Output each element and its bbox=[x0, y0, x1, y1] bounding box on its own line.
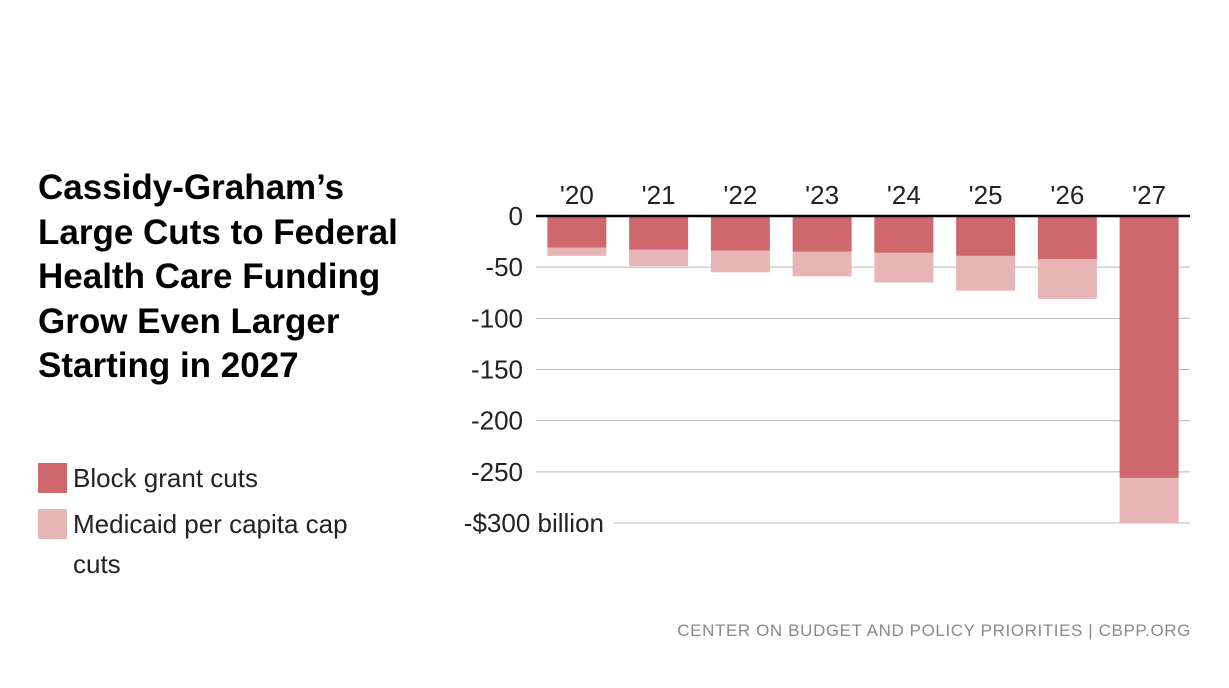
x-tick-label: '22 bbox=[723, 180, 757, 210]
bar-medicaid bbox=[874, 252, 934, 283]
bar-block-grant bbox=[1119, 216, 1179, 478]
x-tick-label: '25 bbox=[969, 180, 1003, 210]
y-tick-label: -50 bbox=[485, 252, 523, 282]
source-credit: CENTER ON BUDGET AND POLICY PRIORITIES |… bbox=[677, 621, 1191, 640]
x-tick-label: '26 bbox=[1050, 180, 1084, 210]
y-tick-label: -250 bbox=[471, 457, 523, 487]
bar-medicaid bbox=[710, 250, 770, 273]
bar-block-grant bbox=[1037, 216, 1097, 259]
legend-swatch-block-grant bbox=[38, 463, 67, 493]
legend-label-medicaid: Medicaid per capita cap cuts bbox=[73, 509, 348, 579]
bar-medicaid bbox=[956, 255, 1016, 291]
x-tick-label: '21 bbox=[642, 180, 676, 210]
chart-title: Cassidy-Graham’s Large Cuts to Federal H… bbox=[38, 168, 398, 385]
bar-block-grant bbox=[874, 216, 934, 253]
bar-block-grant bbox=[956, 216, 1016, 256]
y-tick-label: -150 bbox=[471, 355, 523, 385]
legend-label-block-grant: Block grant cuts bbox=[73, 463, 258, 493]
bar-block-grant bbox=[710, 216, 770, 251]
legend-item-block-grant: Block grant cuts bbox=[38, 463, 353, 498]
legend-swatch-medicaid bbox=[38, 509, 67, 539]
bar-medicaid bbox=[629, 249, 689, 267]
y-tick-label: 0 bbox=[509, 201, 523, 231]
bar-medicaid bbox=[1119, 477, 1179, 523]
y-tick-label: -$300 billion bbox=[464, 508, 604, 538]
bar-block-grant bbox=[792, 216, 852, 252]
x-tick-label: '27 bbox=[1132, 180, 1166, 210]
x-tick-label: '24 bbox=[887, 180, 921, 210]
x-tick-label: '20 bbox=[560, 180, 594, 210]
x-tick-label: '23 bbox=[805, 180, 839, 210]
bar-medicaid bbox=[547, 247, 607, 256]
y-tick-label: -200 bbox=[471, 406, 523, 436]
legend-item-medicaid: Medicaid per capita cap cuts bbox=[38, 509, 353, 584]
bar-medicaid bbox=[792, 251, 852, 277]
y-tick-label: -100 bbox=[471, 303, 523, 333]
bar-block-grant bbox=[629, 216, 689, 250]
bar-medicaid bbox=[1037, 258, 1097, 299]
bar-block-grant bbox=[547, 216, 607, 248]
